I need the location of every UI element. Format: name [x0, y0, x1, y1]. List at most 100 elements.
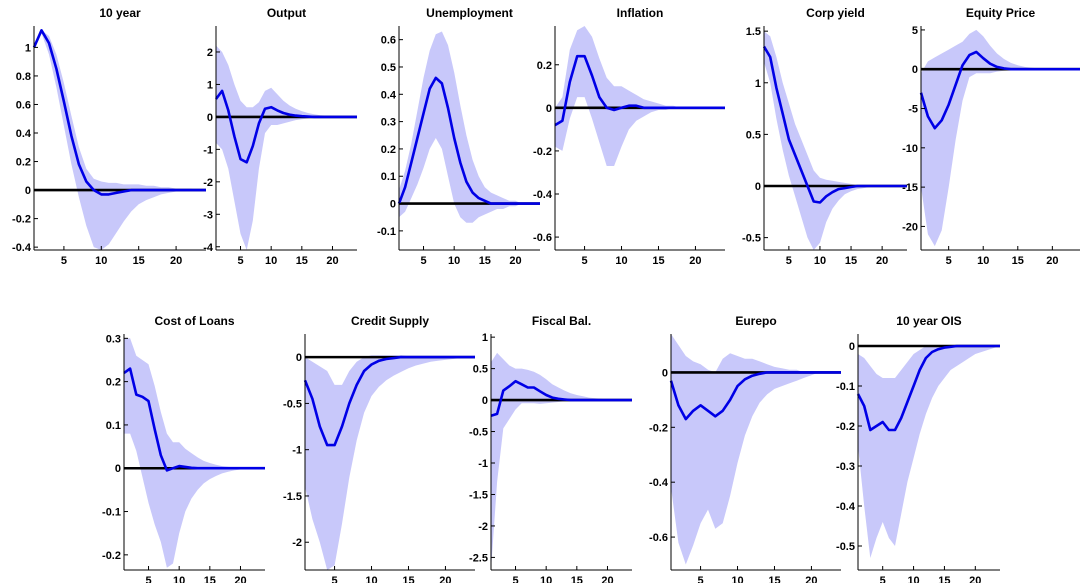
y-tick-label: -0.4 [649, 477, 669, 489]
x-tick-label: 15 [571, 575, 583, 583]
y-tick-label: 0.5 [746, 129, 761, 141]
y-tick-label: -0.1 [102, 507, 121, 519]
x-tick-label: 10 [814, 255, 826, 267]
y-tick-label: -2 [478, 521, 488, 533]
y-tick-label: 0.6 [381, 35, 396, 47]
x-tick-label: 10 [615, 255, 627, 267]
y-tick-label: 0 [390, 199, 396, 211]
x-tick-label: 5 [698, 575, 704, 583]
response-line [123, 367, 265, 472]
x-tick-label: 15 [479, 255, 491, 267]
y-tick-label: 0.2 [381, 144, 396, 156]
y-tick-label: 1 [755, 78, 761, 90]
y-tick-label: 0 [115, 463, 121, 475]
y-tick-label: -1.5 [283, 491, 302, 503]
y-tick-label: 0.2 [16, 157, 31, 169]
x-tick-label: 5 [332, 575, 338, 583]
y-tick-label: 0 [912, 64, 918, 76]
confidence-band [858, 346, 1000, 558]
confidence-band [124, 338, 265, 568]
x-tick-label: 20 [439, 575, 451, 583]
chart-title: Credit Supply [351, 314, 429, 328]
x-tick-label: 20 [805, 575, 817, 583]
y-tick-label: -20 [902, 221, 918, 233]
x-tick-label: 5 [420, 255, 426, 267]
x-tick-label: 15 [1012, 255, 1024, 267]
panel-10: -0.6 -0.4 -0.2 0 5 10 15 20 Eurepo [649, 314, 841, 583]
x-tick-label: 5 [237, 255, 243, 267]
y-tick-label: 0.1 [381, 171, 396, 183]
y-tick-label: 0.2 [106, 377, 121, 389]
y-tick-label: 0 [849, 341, 855, 353]
x-tick-label: 10 [977, 255, 989, 267]
y-tick-label: -0.1 [836, 381, 855, 393]
chart-title: Output [267, 6, 306, 20]
y-tick-label: -1.5 [469, 489, 488, 501]
x-tick-label: 5 [145, 575, 151, 583]
y-tick-label: 2 [207, 47, 213, 59]
y-tick-label: 0 [482, 395, 488, 407]
x-tick-label: 20 [234, 575, 246, 583]
chart-title: Corp yield [806, 6, 865, 20]
y-tick-label: -2 [203, 177, 213, 189]
y-tick-label: -3 [203, 209, 213, 221]
confidence-band [764, 31, 907, 251]
y-tick-label: -0.5 [283, 398, 302, 410]
panel-4: -0.6 -0.4 -0.2 0 0.2 5 10 15 20 Inflation [533, 6, 725, 267]
chart-title: Fiscal Bal. [532, 314, 591, 328]
panel-7: -0.2 -0.1 0 0.1 0.2 0.3 5 10 15 20 Cost of Loans [102, 314, 265, 583]
x-tick-label: 20 [1046, 255, 1058, 267]
x-tick-label: 20 [969, 575, 981, 583]
y-tick-label: -0.4 [12, 242, 32, 254]
x-tick-label: 5 [512, 575, 518, 583]
y-tick-label: 0 [662, 367, 668, 379]
y-tick-label: -10 [902, 143, 918, 155]
y-tick-label: 0 [546, 103, 552, 115]
chart-title: Inflation [617, 6, 664, 20]
panel-2: -4 -3 -2 -1 0 1 2 5 10 15 20 Output [203, 6, 357, 267]
y-tick-label: -4 [203, 242, 214, 254]
y-tick-label: -5 [908, 104, 918, 116]
y-tick-label: -1 [292, 445, 302, 457]
y-tick-label: -0.5 [836, 541, 855, 553]
response-line [303, 355, 475, 447]
x-tick-label: 15 [296, 255, 308, 267]
chart-title: 10 year [99, 6, 141, 20]
y-tick-label: 0.5 [381, 62, 396, 74]
y-tick-label: 1 [25, 42, 31, 54]
x-tick-label: 15 [204, 575, 216, 583]
x-tick-label: 10 [907, 575, 919, 583]
x-tick-label: 20 [326, 255, 338, 267]
y-tick-label: -0.2 [533, 146, 552, 158]
x-tick-label: 10 [265, 255, 277, 267]
confidence-band [34, 30, 206, 250]
y-tick-label: 0.4 [381, 89, 397, 101]
confidence-band [216, 45, 357, 250]
x-tick-label: 15 [652, 255, 664, 267]
x-tick-label: 20 [689, 255, 701, 267]
y-tick-label: -0.2 [12, 214, 31, 226]
panel-11: -0.5 -0.4 -0.3 -0.2 -0.1 0 5 10 15 20 10 year OIS [836, 314, 1000, 583]
y-tick-label: -0.2 [836, 421, 855, 433]
x-tick-label: 10 [731, 575, 743, 583]
chart-title: Cost of Loans [155, 314, 235, 328]
y-tick-label: 0 [25, 185, 31, 197]
chart-title: Unemployment [426, 6, 513, 20]
y-tick-label: 5 [912, 25, 918, 37]
x-tick-label: 15 [402, 575, 414, 583]
chart-title: Eurepo [735, 314, 776, 328]
x-tick-label: 10 [448, 255, 460, 267]
confidence-band [305, 355, 475, 570]
response-line [856, 344, 1000, 432]
x-tick-label: 15 [845, 255, 857, 267]
x-tick-label: 5 [946, 255, 952, 267]
confidence-band [555, 26, 725, 166]
y-tick-label: -2 [292, 537, 302, 549]
x-tick-label: 10 [173, 575, 185, 583]
x-tick-label: 20 [601, 575, 613, 583]
x-tick-label: 20 [509, 255, 521, 267]
y-tick-label: -0.5 [469, 427, 488, 439]
x-tick-label: 5 [880, 575, 886, 583]
